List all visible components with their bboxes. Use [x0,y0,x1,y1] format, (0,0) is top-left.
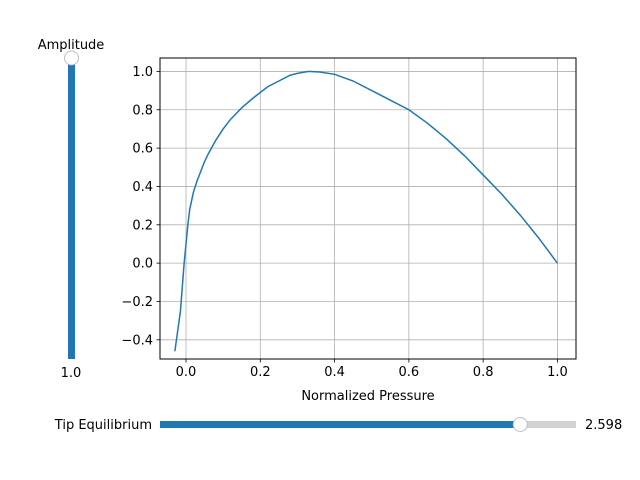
x-tick-label: 0.0 [176,365,197,380]
y-tick-label: −0.2 [121,295,153,310]
amplitude-slider[interactable]: Amplitude 1.0 [38,38,105,381]
amplitude-slider-value: 1.0 [61,366,82,381]
tip-equilibrium-slider-label: Tip Equilibrium [54,418,152,433]
x-tick-label: 0.8 [473,365,494,380]
amplitude-slider-handle[interactable] [64,50,79,66]
x-axis-label: Normalized Pressure [301,389,434,404]
grid-lines [160,58,576,359]
tip-equilibrium-slider-value: 2.598 [585,418,622,433]
amplitude-slider-label: Amplitude [38,38,105,53]
plot-area: 0.0 0.2 0.4 0.6 0.8 1.0 −0.4−0.20.00.20.40.60… [121,57,577,404]
x-tick-label: 1.0 [547,365,568,380]
amplitude-slider-fill [68,58,75,359]
x-axis-ticks: 0.0 0.2 0.4 0.6 0.8 1.0 [176,359,568,380]
axes-background [160,58,576,359]
y-tick-label: 0.0 [132,257,153,272]
x-tick-label: 0.2 [250,365,271,380]
y-tick-label: −0.4 [121,333,153,348]
data-line [174,70,559,352]
y-tick-label: 1.0 [132,65,153,80]
tip-equilibrium-slider[interactable]: Tip Equilibrium 2.598 [54,417,622,434]
tip-equilibrium-slider-handle[interactable] [512,417,528,432]
y-tick-label: 0.2 [132,218,153,233]
y-tick-label: 0.6 [132,142,153,157]
y-axis-ticks: −0.4 −0.2 0.0 0.2 0.4 0.6 0.8 1.0 [121,65,160,348]
y-tick-label: 0.8 [132,103,153,118]
x-tick-label: 0.4 [324,365,345,380]
axes-frame [159,57,577,360]
y-tick-label: 0.4 [132,180,153,195]
x-tick-label: 0.6 [399,365,420,380]
tip-equilibrium-slider-fill [160,421,521,428]
